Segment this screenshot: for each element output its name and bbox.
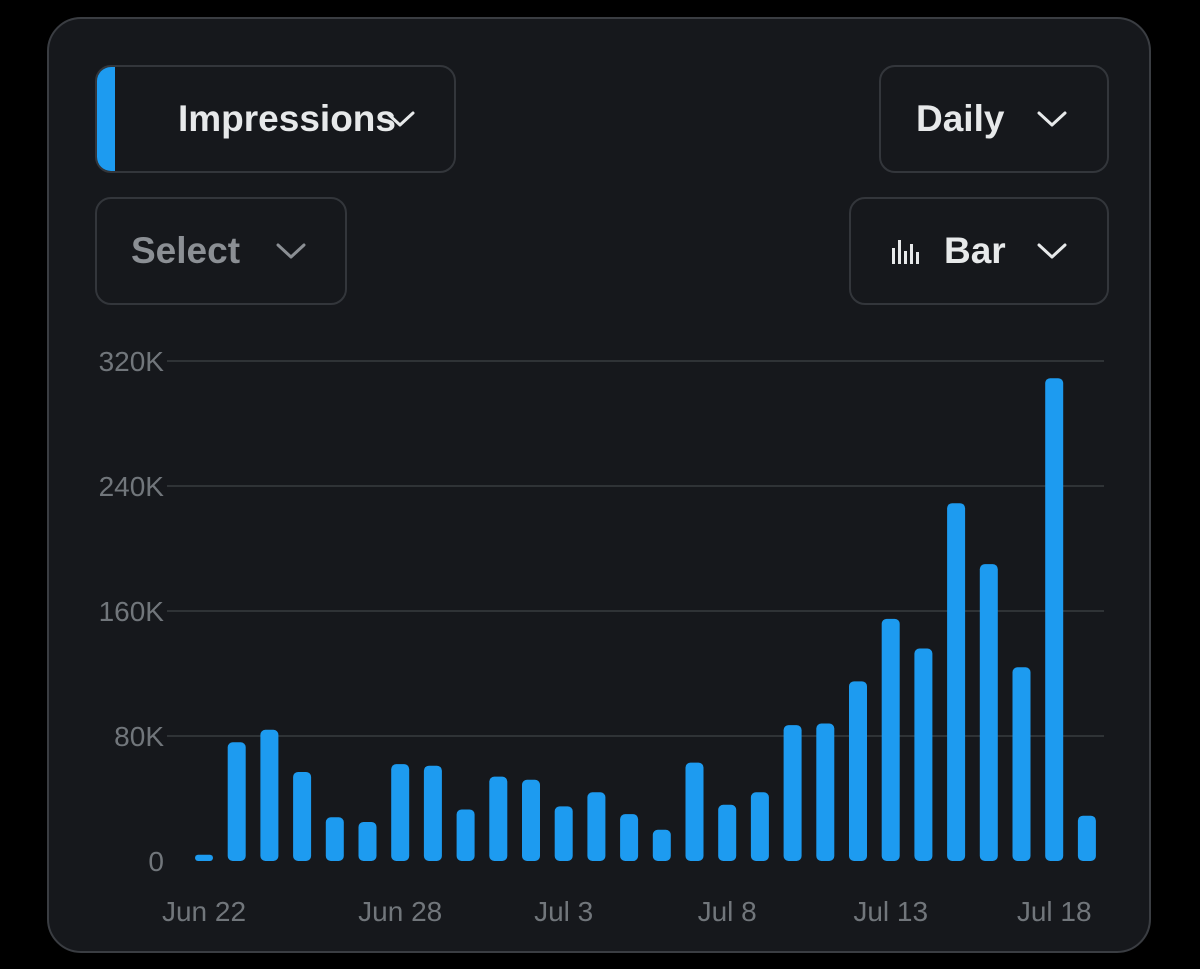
chart-bar bbox=[522, 779, 540, 861]
x-tick-label: Jul 13 bbox=[853, 896, 928, 927]
x-tick-label: Jun 22 bbox=[162, 896, 246, 927]
chart-bar bbox=[554, 806, 573, 861]
metric-label: Impressions bbox=[178, 98, 396, 139]
chart-bar bbox=[718, 804, 737, 861]
chart-bar bbox=[195, 854, 213, 861]
chart-bar bbox=[587, 792, 606, 861]
chart-bar bbox=[685, 762, 704, 861]
chart-bar bbox=[391, 764, 410, 861]
period-label: Daily bbox=[916, 98, 1005, 139]
chart-bar bbox=[423, 765, 442, 861]
impressions-bar-chart: 0 80K 160K 240K 320K Jun 22 Jun 28 Jul 3 Jul 8 Ju… bbox=[99, 346, 1104, 927]
chart-bar bbox=[816, 723, 835, 861]
bar-chart-icon bbox=[892, 240, 919, 264]
chart-bar bbox=[914, 648, 933, 861]
metric-color-indicator bbox=[97, 67, 115, 171]
compare-placeholder: Select bbox=[131, 230, 241, 271]
chart-bar bbox=[1045, 378, 1064, 861]
metric-dropdown[interactable]: Impressions bbox=[95, 65, 456, 173]
chart-bar bbox=[358, 821, 377, 861]
chart-type-dropdown[interactable]: Bar bbox=[849, 197, 1109, 305]
x-tick-label: Jul 8 bbox=[698, 896, 757, 927]
chart-bar bbox=[849, 681, 867, 861]
chevron-down-icon bbox=[385, 111, 415, 127]
chart-bar bbox=[260, 729, 279, 861]
analytics-card: Impressions Daily Select Bar 0 80K 160K 240… bbox=[47, 17, 1151, 953]
chart-bar bbox=[652, 829, 671, 861]
chart-bar bbox=[456, 809, 475, 861]
y-tick-label: 0 bbox=[148, 846, 164, 877]
y-tick-label: 320K bbox=[99, 346, 165, 377]
chevron-down-icon bbox=[276, 243, 306, 259]
chart-bar bbox=[325, 817, 344, 861]
chart-bar bbox=[783, 725, 802, 861]
chart-bar bbox=[750, 792, 769, 861]
period-dropdown[interactable]: Daily bbox=[879, 65, 1109, 173]
chart-bar bbox=[1077, 815, 1096, 861]
y-tick-label: 240K bbox=[99, 471, 165, 502]
chart-bar bbox=[1012, 667, 1031, 861]
chart-bar bbox=[227, 742, 246, 861]
chart-bar bbox=[881, 618, 900, 861]
x-tick-label: Jun 28 bbox=[358, 896, 442, 927]
chevron-down-icon bbox=[1037, 243, 1067, 259]
x-tick-label: Jul 3 bbox=[534, 896, 593, 927]
chevron-down-icon bbox=[1037, 111, 1067, 127]
compare-metric-dropdown[interactable]: Select bbox=[95, 197, 347, 305]
y-tick-label: 80K bbox=[114, 721, 164, 752]
chart-bar bbox=[947, 503, 966, 861]
chart-bar bbox=[979, 564, 998, 861]
chart-bar bbox=[620, 814, 639, 861]
chart-bar bbox=[489, 776, 508, 861]
y-tick-label: 160K bbox=[99, 596, 165, 627]
chart-bar bbox=[293, 771, 312, 861]
chart-type-label: Bar bbox=[944, 230, 1006, 271]
x-tick-label: Jul 18 bbox=[1017, 896, 1092, 927]
